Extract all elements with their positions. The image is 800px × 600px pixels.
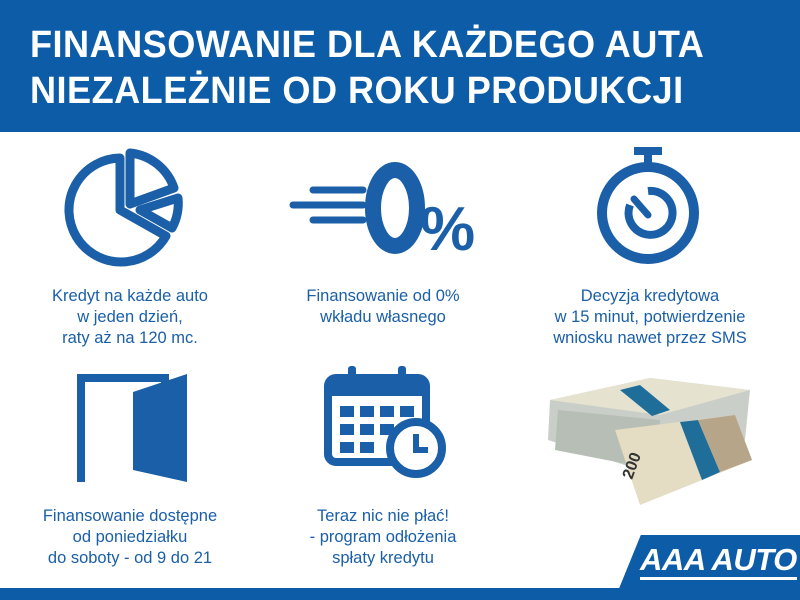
- banknotes-image: 200: [548, 378, 752, 505]
- feature-caption-downpayment: Finansowanie od 0% wkładu własnego: [253, 286, 513, 328]
- stopwatch-icon: [597, 147, 699, 264]
- pie-chart-icon: [64, 148, 183, 267]
- bottom-stripe: [0, 588, 800, 600]
- caption-line: raty aż na 120 mc.: [62, 329, 198, 347]
- logo-text: AAA AUTO: [640, 543, 797, 580]
- header-banner: FINANSOWANIE DLA KAŻDEGO AUTA NIEZALEŻNI…: [0, 0, 800, 132]
- caption-line: Teraz nic nie płać!: [316, 507, 450, 525]
- caption-line: spłaty kredytu: [332, 549, 434, 567]
- caption-line: do soboty - od 9 do 21: [47, 549, 213, 567]
- feature-caption-hours: Finansowanie dostępne od poniedziałku do…: [0, 506, 260, 569]
- feature-caption-deferral: Teraz nic nie płać! - program odłożenia …: [253, 506, 513, 569]
- calendar-clock-icon: [324, 366, 446, 478]
- caption-line: Decyzja kredytowa: [580, 287, 720, 305]
- caption-line: wkładu własnego: [320, 308, 446, 326]
- caption-line: od poniedziałku: [72, 528, 188, 546]
- caption-line: Finansowanie od 0%: [306, 287, 460, 305]
- percent-glyph: %: [420, 195, 475, 260]
- feature-caption-decision: Decyzja kredytowa w 15 minut, potwierdze…: [520, 286, 780, 349]
- feature-caption-credit: Kredyt na każde auto w jeden dzień, raty…: [0, 286, 260, 349]
- caption-line: Kredyt na każde auto: [52, 287, 208, 305]
- headline-line-1: FINANSOWANIE DLA KAŻDEGO AUTA: [30, 24, 705, 66]
- door-icon: [77, 374, 187, 482]
- aaa-auto-logo: AAA AUTO: [618, 535, 800, 591]
- caption-line: Finansowanie dostępne: [42, 507, 218, 525]
- caption-line: w jeden dzień,: [77, 308, 183, 326]
- caption-line: - program odłożenia: [309, 528, 457, 546]
- zero-percent-icon: %: [289, 162, 475, 260]
- headline-line-2: NIEZALEŻNIE OD ROKU PRODUKCJI: [30, 70, 684, 112]
- caption-line: wniosku nawet przez SMS: [553, 329, 747, 347]
- caption-line: w 15 minut, potwierdzenie: [554, 308, 746, 326]
